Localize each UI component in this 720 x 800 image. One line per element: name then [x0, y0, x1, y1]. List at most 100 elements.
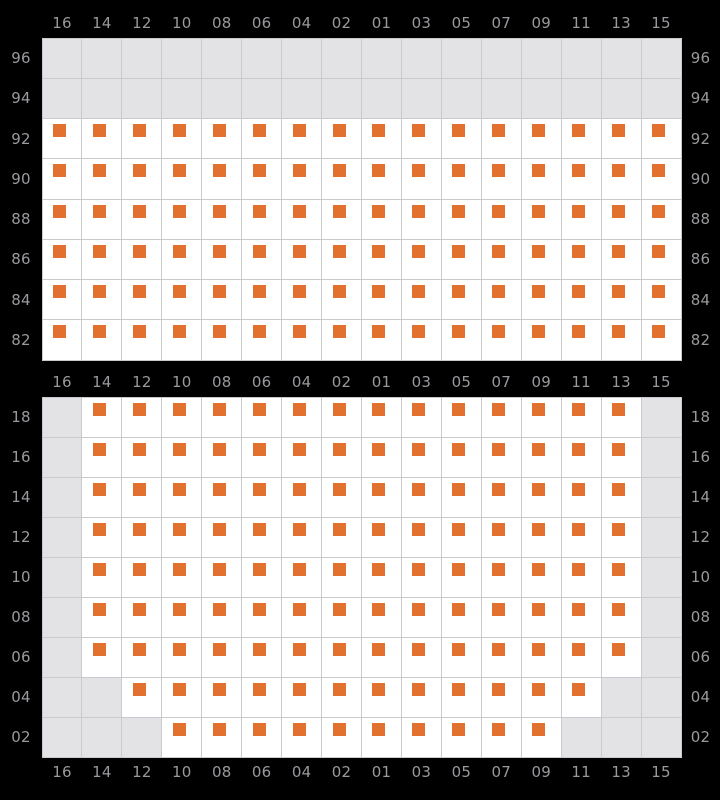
cell-available[interactable]: [480, 636, 522, 678]
marker-square-icon[interactable]: [252, 164, 266, 178]
cell-available[interactable]: [361, 198, 402, 240]
marker-square-icon[interactable]: [92, 285, 106, 298]
marker-square-icon[interactable]: [652, 204, 666, 218]
marker-square-icon[interactable]: [212, 522, 226, 536]
cell-available[interactable]: [480, 556, 522, 598]
cell-available[interactable]: [321, 476, 362, 518]
marker-square-icon[interactable]: [332, 402, 346, 416]
cell-available[interactable]: [560, 516, 602, 558]
marker-square-icon[interactable]: [532, 124, 546, 137]
marker-square-icon[interactable]: [452, 244, 466, 258]
cell-available[interactable]: [201, 319, 243, 361]
marker-square-icon[interactable]: [412, 442, 426, 456]
marker-square-icon[interactable]: [292, 642, 306, 656]
cell-available[interactable]: [640, 238, 682, 280]
marker-square-icon[interactable]: [92, 482, 106, 496]
marker-square-icon[interactable]: [572, 204, 586, 218]
cell-available[interactable]: [640, 158, 682, 200]
marker-square-icon[interactable]: [412, 164, 426, 178]
cell-available[interactable]: [400, 516, 442, 558]
cell-available[interactable]: [480, 476, 522, 518]
marker-square-icon[interactable]: [252, 682, 266, 696]
cell-available[interactable]: [121, 396, 163, 438]
cell-available[interactable]: [321, 396, 362, 438]
cell-available[interactable]: [361, 636, 402, 678]
cell-available[interactable]: [281, 238, 323, 280]
marker-square-icon[interactable]: [492, 682, 506, 696]
marker-square-icon[interactable]: [52, 285, 66, 298]
cell-available[interactable]: [600, 198, 642, 240]
marker-square-icon[interactable]: [412, 562, 426, 576]
cell-available[interactable]: [161, 436, 203, 478]
cell-available[interactable]: [201, 596, 243, 638]
marker-square-icon[interactable]: [612, 325, 626, 339]
cell-available[interactable]: [400, 556, 442, 598]
cell-available[interactable]: [321, 158, 362, 200]
marker-square-icon[interactable]: [412, 602, 426, 616]
marker-square-icon[interactable]: [452, 602, 466, 616]
cell-available[interactable]: [321, 436, 362, 478]
cell-available[interactable]: [161, 676, 203, 718]
cell-available[interactable]: [361, 516, 402, 558]
cell-available[interactable]: [161, 516, 203, 558]
cell-available[interactable]: [281, 476, 323, 518]
marker-square-icon[interactable]: [572, 325, 586, 339]
marker-square-icon[interactable]: [52, 244, 66, 258]
cell-available[interactable]: [600, 516, 642, 558]
marker-square-icon[interactable]: [332, 562, 346, 576]
cell-available[interactable]: [121, 436, 163, 478]
cell-available[interactable]: [41, 238, 83, 280]
cell-available[interactable]: [201, 636, 243, 678]
cell-available[interactable]: [161, 396, 203, 438]
cell-available[interactable]: [440, 238, 482, 280]
cell-available[interactable]: [640, 279, 682, 321]
marker-square-icon[interactable]: [252, 482, 266, 496]
cell-available[interactable]: [241, 636, 283, 678]
marker-square-icon[interactable]: [532, 482, 546, 496]
cell-available[interactable]: [281, 319, 323, 361]
cell-available[interactable]: [400, 676, 442, 718]
marker-square-icon[interactable]: [292, 562, 306, 576]
marker-square-icon[interactable]: [612, 482, 626, 496]
cell-available[interactable]: [81, 556, 123, 598]
marker-square-icon[interactable]: [252, 244, 266, 258]
marker-square-icon[interactable]: [132, 164, 146, 178]
marker-square-icon[interactable]: [532, 522, 546, 536]
marker-square-icon[interactable]: [532, 402, 546, 416]
marker-square-icon[interactable]: [372, 522, 386, 536]
marker-square-icon[interactable]: [132, 642, 146, 656]
marker-square-icon[interactable]: [212, 124, 226, 137]
marker-square-icon[interactable]: [292, 482, 306, 496]
cell-available[interactable]: [241, 676, 283, 718]
marker-square-icon[interactable]: [572, 244, 586, 258]
marker-square-icon[interactable]: [172, 325, 186, 339]
marker-square-icon[interactable]: [172, 164, 186, 178]
marker-square-icon[interactable]: [92, 402, 106, 416]
marker-square-icon[interactable]: [452, 442, 466, 456]
marker-square-icon[interactable]: [372, 244, 386, 258]
marker-square-icon[interactable]: [612, 522, 626, 536]
cell-available[interactable]: [81, 158, 123, 200]
cell-available[interactable]: [121, 198, 163, 240]
cell-available[interactable]: [201, 158, 243, 200]
marker-square-icon[interactable]: [132, 325, 146, 339]
cell-available[interactable]: [520, 556, 562, 598]
marker-square-icon[interactable]: [92, 204, 106, 218]
marker-square-icon[interactable]: [332, 682, 346, 696]
cell-available[interactable]: [520, 319, 562, 361]
marker-square-icon[interactable]: [252, 124, 266, 137]
marker-square-icon[interactable]: [572, 682, 586, 696]
marker-square-icon[interactable]: [52, 325, 66, 339]
marker-square-icon[interactable]: [292, 325, 306, 339]
marker-square-icon[interactable]: [532, 204, 546, 218]
marker-square-icon[interactable]: [612, 204, 626, 218]
marker-square-icon[interactable]: [292, 682, 306, 696]
cell-available[interactable]: [361, 396, 402, 438]
cell-available[interactable]: [121, 476, 163, 518]
cell-available[interactable]: [520, 396, 562, 438]
marker-square-icon[interactable]: [132, 204, 146, 218]
marker-square-icon[interactable]: [172, 442, 186, 456]
marker-square-icon[interactable]: [492, 722, 506, 736]
cell-available[interactable]: [321, 118, 362, 160]
cell-available[interactable]: [321, 279, 362, 321]
